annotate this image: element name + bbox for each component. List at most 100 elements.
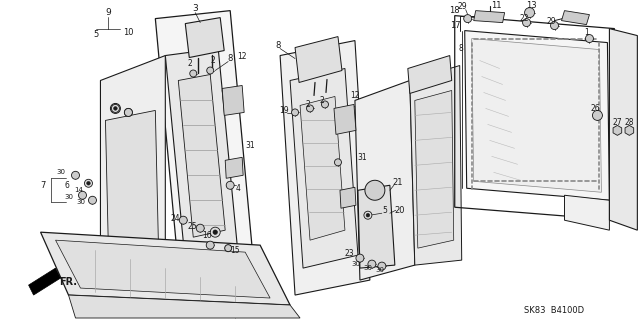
Circle shape [464,15,472,23]
Text: 2: 2 [211,56,216,65]
Polygon shape [340,187,356,208]
Text: 1: 1 [584,28,589,37]
Text: 9: 9 [106,8,111,17]
Text: 26: 26 [591,104,600,113]
Text: 15: 15 [230,246,240,255]
Text: 29: 29 [547,17,556,26]
Polygon shape [56,240,270,298]
Text: 30: 30 [76,199,85,205]
Text: 4: 4 [236,184,241,193]
Circle shape [114,107,117,110]
Circle shape [593,110,602,120]
Polygon shape [415,91,454,248]
Circle shape [335,159,342,166]
Polygon shape [290,69,358,268]
Circle shape [321,101,328,108]
Text: 14: 14 [74,187,83,193]
Circle shape [79,191,86,199]
Text: 2: 2 [188,59,193,68]
Text: 8: 8 [227,54,233,63]
Text: 27: 27 [612,118,622,127]
Text: 2: 2 [319,96,324,105]
Polygon shape [40,232,290,305]
Polygon shape [408,56,452,93]
Polygon shape [68,295,300,318]
Text: 16: 16 [202,231,212,240]
Polygon shape [156,11,255,288]
Polygon shape [165,48,238,262]
Polygon shape [474,11,504,23]
Text: 21: 21 [392,178,403,187]
Text: 6: 6 [64,181,69,190]
Circle shape [179,216,188,224]
Polygon shape [334,104,356,134]
Text: 24: 24 [170,214,180,223]
Polygon shape [100,56,165,270]
Polygon shape [465,31,609,200]
Polygon shape [222,87,241,114]
Polygon shape [472,39,602,192]
Polygon shape [358,185,395,268]
Text: 17: 17 [451,21,461,30]
Polygon shape [300,96,345,240]
Circle shape [225,245,232,252]
Text: 7: 7 [40,181,45,190]
Circle shape [124,108,132,116]
Text: SK83  B4100D: SK83 B4100D [524,306,584,315]
Polygon shape [185,18,224,57]
Polygon shape [106,110,158,250]
Circle shape [356,254,364,262]
Text: 2: 2 [306,100,310,109]
Circle shape [586,34,593,42]
Text: FR.: FR. [60,277,77,287]
Circle shape [525,8,534,18]
Text: 8: 8 [458,44,463,53]
Polygon shape [225,157,243,178]
Text: 8: 8 [275,41,281,50]
Circle shape [365,180,385,200]
Text: 5: 5 [383,206,387,215]
Circle shape [210,227,220,237]
Text: 13: 13 [526,1,537,10]
Text: 31: 31 [357,153,367,162]
Polygon shape [561,11,589,25]
Text: 22: 22 [520,14,529,23]
Circle shape [292,109,298,116]
Polygon shape [355,80,415,280]
Text: 18: 18 [449,6,460,15]
Text: 23: 23 [344,249,354,258]
Circle shape [72,171,79,179]
Text: 30: 30 [376,267,385,273]
Text: 19: 19 [279,106,289,115]
Text: 31: 31 [245,141,255,150]
Polygon shape [29,268,61,295]
Circle shape [111,104,120,112]
Polygon shape [609,29,637,230]
Text: 30: 30 [364,265,372,271]
Polygon shape [280,41,370,295]
Text: 30: 30 [56,169,65,175]
Circle shape [86,182,90,185]
Circle shape [523,19,531,26]
Text: 29: 29 [458,2,468,11]
Circle shape [307,105,314,112]
Circle shape [190,70,196,77]
Circle shape [550,22,559,30]
Text: 28: 28 [625,118,634,127]
Circle shape [226,181,234,189]
Circle shape [196,224,204,232]
Circle shape [124,108,132,116]
Text: 25: 25 [188,222,197,231]
Polygon shape [564,195,609,230]
Circle shape [207,67,214,74]
Circle shape [84,179,92,187]
Text: 3: 3 [193,4,198,13]
Polygon shape [613,125,621,135]
Circle shape [364,211,372,219]
Polygon shape [338,107,358,132]
Circle shape [378,262,386,270]
Polygon shape [410,65,461,265]
Polygon shape [222,85,244,115]
Circle shape [366,213,370,217]
Polygon shape [295,37,342,83]
